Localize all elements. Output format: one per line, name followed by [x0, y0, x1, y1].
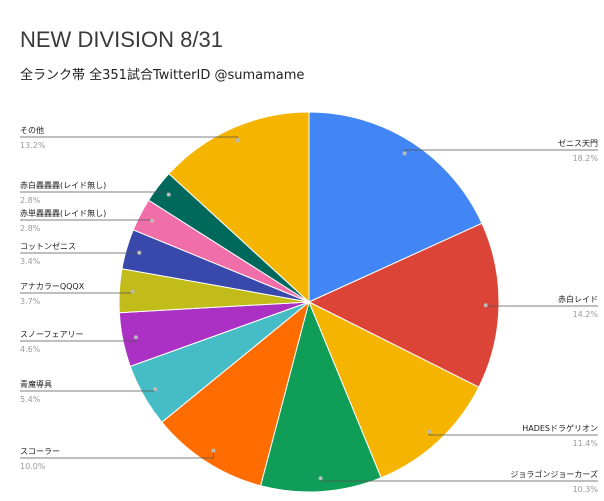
pie-slice-4[interactable] [259, 300, 382, 493]
leader-line-5 [20, 450, 214, 459]
slice-percent-8: 3.7% [20, 297, 41, 306]
slice-label-2: 赤白レイド [558, 294, 598, 304]
slice-label-9: コットンゼニス [20, 241, 76, 251]
slice-label-10: 赤単轟轟轟(レイド無し) [20, 208, 106, 218]
pie-slice-3[interactable] [308, 300, 480, 479]
leader-dot-3 [427, 429, 432, 434]
leader-dot-5 [211, 448, 216, 453]
slice-label-6: 青魔導具 [20, 379, 52, 389]
leader-dot-2 [483, 303, 488, 308]
chart-subtitle: 全ランク帯 全351試合TwitterID @sumamame [20, 68, 305, 83]
slice-percent-2: 14.2% [573, 310, 599, 319]
leader-dot-8 [130, 289, 135, 294]
pie-slice-12[interactable] [168, 111, 310, 304]
leader-dot-7 [133, 335, 138, 340]
slice-percent-1: 18.2% [573, 154, 599, 163]
slice-label-5: スコーラー [20, 447, 60, 456]
slice-percent-5: 10.0% [20, 462, 46, 471]
leader-line-1 [404, 149, 598, 154]
pie-slice-2[interactable] [307, 222, 500, 388]
leader-line-12 [20, 136, 239, 141]
slice-label-1: ゼニス天門 [558, 138, 598, 148]
slice-percent-10: 2.8% [20, 224, 41, 233]
slice-percent-7: 4.6% [20, 345, 41, 354]
slice-percent-9: 3.4% [20, 257, 41, 266]
slice-percent-11: 2.8% [20, 196, 41, 205]
leader-dot-12 [235, 138, 240, 143]
leader-dot-1 [402, 151, 407, 156]
leader-dot-10 [150, 218, 155, 223]
slice-percent-6: 5.4% [20, 395, 41, 404]
pie-slice-5[interactable] [161, 300, 310, 487]
slice-label-3: HADESドラゲリオン [522, 423, 598, 433]
slice-label-12: その他 [20, 125, 44, 135]
slice-percent-3: 11.4% [573, 439, 599, 448]
slice-percent-4: 10.3% [573, 485, 599, 494]
slice-label-4: ジョラゴンジョーカーズ [510, 469, 598, 479]
pie-slice-1[interactable] [308, 111, 483, 303]
leader-dot-9 [137, 250, 142, 255]
slice-label-11: 赤白轟轟轟(レイド無し) [20, 180, 106, 190]
leader-dot-11 [166, 192, 171, 197]
leader-dot-4 [318, 476, 323, 481]
slice-percent-12: 13.2% [20, 141, 46, 150]
slice-label-7: スノーフェアリー [20, 330, 84, 339]
chart-title: NEW DIVISION 8/31 [20, 27, 223, 52]
leader-dot-6 [153, 387, 158, 392]
slice-label-8: アナカラーQQQX [20, 282, 85, 291]
